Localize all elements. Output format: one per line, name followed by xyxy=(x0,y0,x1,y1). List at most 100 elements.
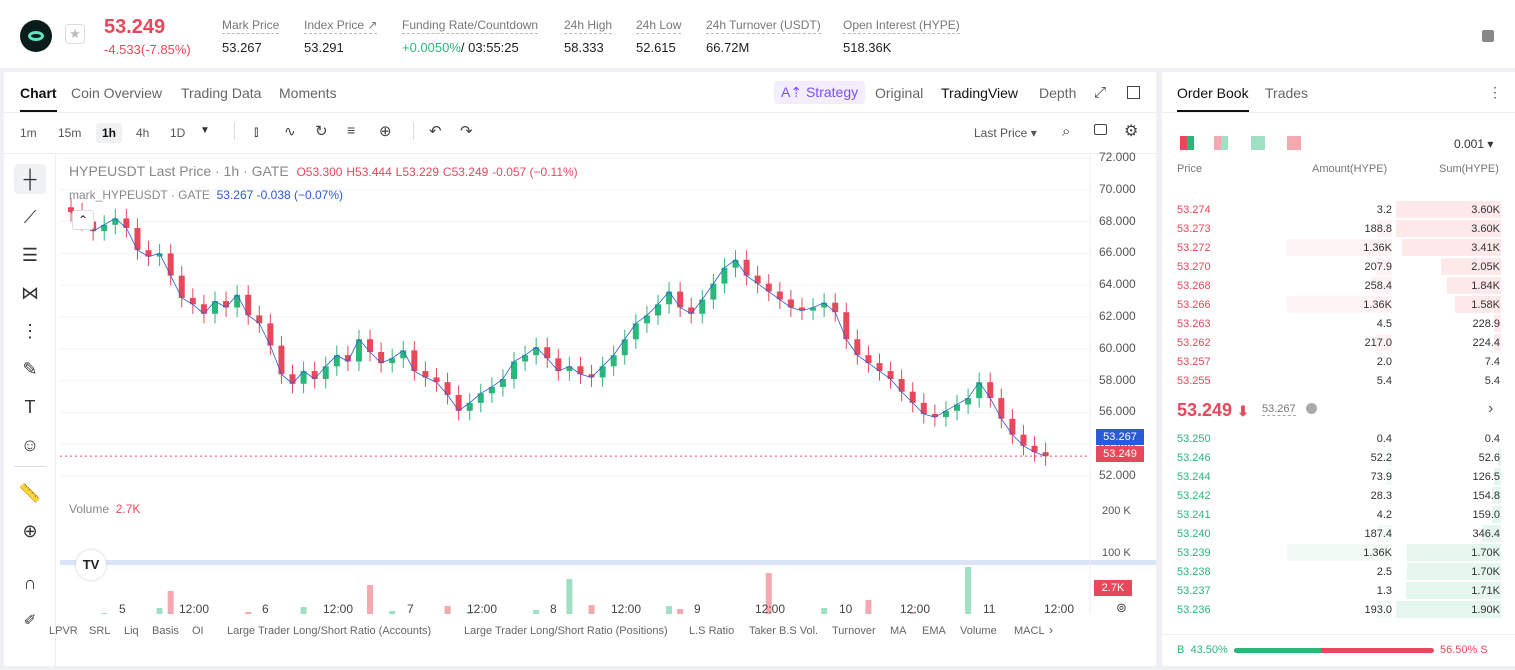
info-icon[interactable] xyxy=(1306,403,1317,414)
view-asks-icon[interactable] xyxy=(1287,136,1301,150)
more-icon[interactable]: ⋮ xyxy=(1488,84,1502,100)
favorite-star-icon[interactable]: ★ xyxy=(65,24,85,44)
pencil-lock-icon[interactable]: ✐ xyxy=(23,612,37,629)
undo-icon[interactable]: ↶ xyxy=(429,123,442,140)
expand-icon[interactable]: ⤢ xyxy=(1094,84,1107,101)
tab-trades[interactable]: Trades xyxy=(1265,85,1309,101)
amount-bar xyxy=(1375,334,1392,351)
view-split-icon[interactable] xyxy=(1214,136,1228,150)
settings-icon[interactable]: ⊚ xyxy=(1116,600,1127,615)
chevron-down-icon[interactable]: ▼ xyxy=(200,125,210,136)
indicator-item[interactable]: MACL xyxy=(1014,625,1045,637)
indicator-item[interactable]: L.S Ratio xyxy=(689,625,735,637)
emoji-icon[interactable]: ☺ xyxy=(20,435,40,455)
template-icon[interactable]: ≡ xyxy=(347,122,356,138)
collapse-legend-button[interactable]: ⌃ xyxy=(72,210,94,230)
timeframe-4h[interactable]: 4h xyxy=(136,126,150,140)
row-sum: 0.4 xyxy=(1484,433,1500,445)
indicator-item[interactable]: Taker B.S Vol. xyxy=(749,625,819,637)
candle-body xyxy=(178,275,185,298)
gear-icon[interactable]: ⚙ xyxy=(1124,123,1139,140)
indicator-item[interactable]: LPVR xyxy=(49,625,78,637)
bid-row[interactable]: 53.236 193.0 1.90K xyxy=(1162,600,1515,619)
add-indicator-icon[interactable]: ⊕ xyxy=(379,123,392,140)
ask-row[interactable]: 53.255 5.4 5.4 xyxy=(1162,371,1515,390)
stat-4: 24h Low 52.615 xyxy=(636,18,682,55)
zoom-in-icon[interactable]: ⊕ xyxy=(22,521,38,541)
depth-bar xyxy=(1407,544,1501,561)
tab-moments[interactable]: Moments xyxy=(279,85,337,101)
timeframe-15m[interactable]: 15m xyxy=(58,126,82,140)
ask-row[interactable]: 53.268 258.4 1.84K xyxy=(1162,276,1515,295)
timeframe-1h[interactable]: 1h xyxy=(96,123,123,143)
tab-original[interactable]: Original xyxy=(875,85,924,101)
tab-chart[interactable]: Chart xyxy=(20,85,57,112)
sell-ratio-value: 56.50% xyxy=(1440,644,1478,656)
ask-row[interactable]: 53.274 3.2 3.60K xyxy=(1162,200,1515,219)
volume-bar xyxy=(466,612,473,614)
indicator-icon[interactable]: ∿ xyxy=(284,123,296,139)
indicator-item[interactable]: SRL xyxy=(89,625,111,637)
ask-row[interactable]: 53.270 207.9 2.05K xyxy=(1162,257,1515,276)
scroll-right-icon[interactable]: › xyxy=(1049,623,1053,637)
crosshair-icon[interactable]: ┼ xyxy=(14,164,46,194)
strategy-button[interactable]: A⇡ Strategy xyxy=(774,81,866,104)
bid-row[interactable]: 53.237 1.3 1.71K xyxy=(1162,581,1515,600)
indicator-item[interactable]: MA xyxy=(890,625,907,637)
price-type-select[interactable]: Last Price ▾ xyxy=(974,126,1037,140)
timeframe-1m[interactable]: 1m xyxy=(20,126,37,140)
tab-tradingview[interactable]: TradingView xyxy=(941,85,1019,101)
fib-icon[interactable]: ☰ xyxy=(21,245,39,265)
book-icon[interactable] xyxy=(1482,30,1494,42)
bid-row[interactable]: 53.238 2.5 1.70K xyxy=(1162,562,1515,581)
indicator-item[interactable]: Volume xyxy=(960,625,997,637)
view-both-icon[interactable] xyxy=(1180,136,1194,150)
timeframe-1D[interactable]: 1D xyxy=(170,126,186,140)
ask-row[interactable]: 53.262 217.0 224.4 xyxy=(1162,333,1515,352)
ask-row[interactable]: 53.263 4.5 228.9 xyxy=(1162,314,1515,333)
price-chart[interactable] xyxy=(60,154,1156,614)
view-bids-icon[interactable] xyxy=(1251,136,1265,150)
indicator-item[interactable]: OI xyxy=(192,625,204,637)
bid-row[interactable]: 53.246 52.2 52.6 xyxy=(1162,448,1515,467)
trendline-icon[interactable]: ⟋ xyxy=(23,207,37,227)
window-icon[interactable] xyxy=(1127,86,1140,99)
ruler-icon[interactable]: 📏 xyxy=(18,483,42,503)
bid-row[interactable]: 53.244 73.9 126.5 xyxy=(1162,467,1515,486)
brush-icon[interactable]: ✎ xyxy=(22,359,38,379)
ask-row[interactable]: 53.273 188.8 3.60K xyxy=(1162,219,1515,238)
indicator-item[interactable]: Turnover xyxy=(832,625,876,637)
pattern-icon[interactable]: ⋈ xyxy=(21,283,39,303)
indicator-item[interactable]: EMA xyxy=(922,625,946,637)
row-amount: 1.36K xyxy=(1363,242,1392,254)
candle-type-icon[interactable]: ⫾ xyxy=(254,123,259,139)
chevron-right-icon[interactable]: › xyxy=(1488,400,1494,417)
bid-row[interactable]: 53.242 28.3 154.8 xyxy=(1162,486,1515,505)
stat-label: Open Interest (HYPE) xyxy=(843,18,960,34)
magnet-icon[interactable]: ∩ xyxy=(23,573,37,593)
replay-icon[interactable]: ↻ xyxy=(315,123,328,140)
bid-row[interactable]: 53.239 1.36K 1.70K xyxy=(1162,543,1515,562)
bid-row[interactable]: 53.241 4.2 159.0 xyxy=(1162,505,1515,524)
tab-depth[interactable]: Depth xyxy=(1039,85,1077,101)
tab-coin-overview[interactable]: Coin Overview xyxy=(71,85,163,101)
x-axis-label: 12:00 xyxy=(323,602,354,616)
candle-body xyxy=(488,386,495,394)
ask-row[interactable]: 53.257 2.0 7.4 xyxy=(1162,352,1515,371)
text-icon[interactable]: T xyxy=(24,397,36,417)
indicator-item[interactable]: Large Trader Long/Short Ratio (Accounts) xyxy=(227,625,432,637)
bid-row[interactable]: 53.240 187.4 346.4 xyxy=(1162,524,1515,543)
precision-select[interactable]: 0.001 ▾ xyxy=(1454,137,1494,151)
bid-row[interactable]: 53.250 0.4 0.4 xyxy=(1162,429,1515,448)
redo-icon[interactable]: ↷ xyxy=(460,123,473,140)
ask-row[interactable]: 53.272 1.36K 3.41K xyxy=(1162,238,1515,257)
indicator-item[interactable]: Basis xyxy=(152,625,179,637)
camera-icon[interactable] xyxy=(1094,124,1107,135)
indicator-item[interactable]: Liq xyxy=(124,625,139,637)
tab-trading-data[interactable]: Trading Data xyxy=(181,85,262,101)
ask-row[interactable]: 53.266 1.36K 1.58K xyxy=(1162,295,1515,314)
levels-icon[interactable]: ⋮ xyxy=(21,321,39,341)
search-icon[interactable]: ⌕ xyxy=(1062,123,1071,140)
tab-order-book[interactable]: Order Book xyxy=(1177,85,1249,112)
indicator-item[interactable]: Large Trader Long/Short Ratio (Positions… xyxy=(464,625,668,637)
